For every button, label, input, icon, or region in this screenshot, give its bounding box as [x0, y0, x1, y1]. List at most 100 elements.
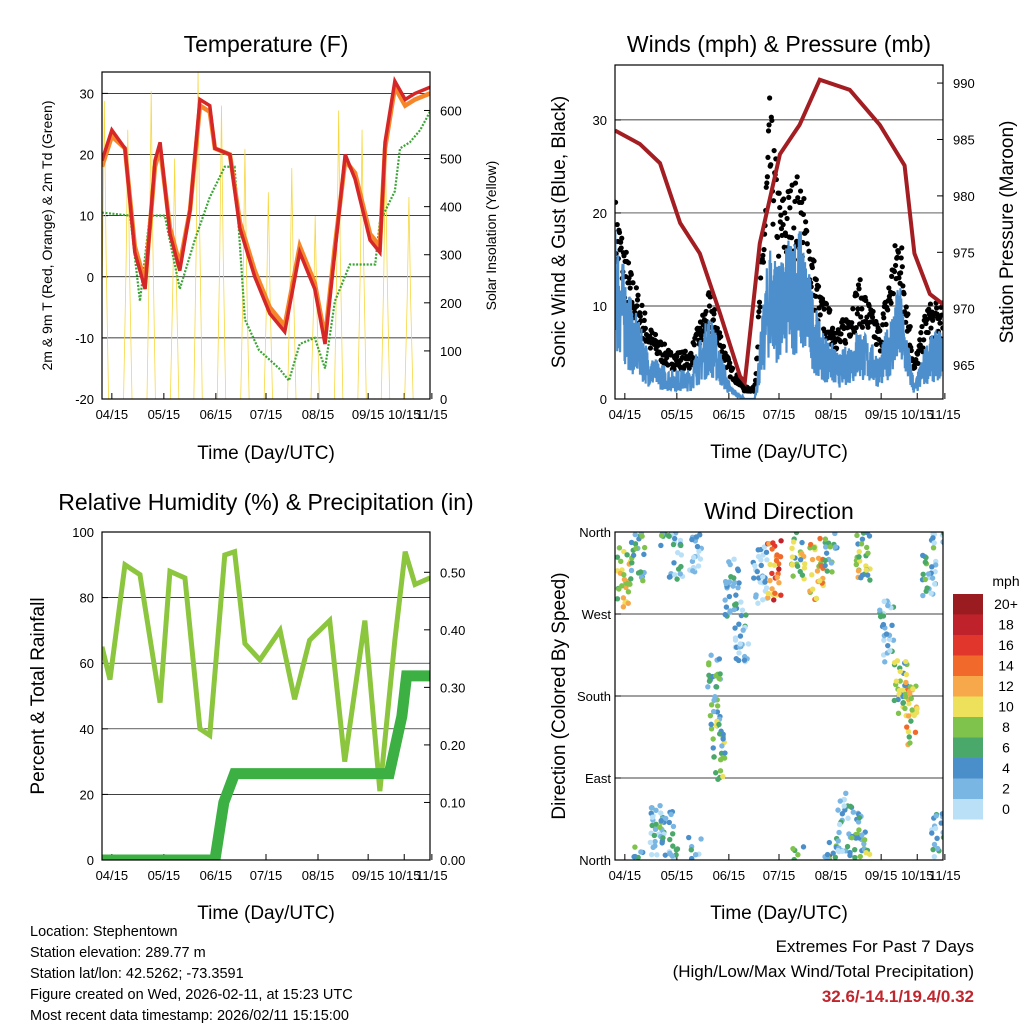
direction-point [789, 554, 796, 560]
direction-point [859, 572, 866, 578]
direction-point [695, 563, 702, 569]
gust-point [923, 320, 929, 327]
gust-point [815, 283, 822, 290]
gust-point [921, 337, 927, 343]
direction-point [826, 839, 833, 846]
gust-point [817, 312, 823, 318]
td-line [102, 111, 430, 383]
gust-point [918, 330, 924, 336]
direction-point [635, 854, 641, 860]
gust-point [633, 285, 639, 291]
direction-point [621, 576, 628, 583]
direction-point [688, 855, 695, 860]
direction-point [883, 631, 890, 637]
direction-point [628, 576, 634, 582]
direction-point [662, 852, 668, 858]
plot-area [615, 77, 943, 399]
direction-point [632, 532, 638, 538]
gust-point [925, 329, 931, 336]
direction-point [816, 578, 823, 584]
y-tick-label: 30 [593, 113, 607, 128]
x-tick-label: 09/15 [352, 407, 385, 422]
legend-swatch [953, 799, 983, 820]
direction-point [760, 574, 766, 580]
direction-point [940, 829, 943, 836]
direction-point [717, 671, 723, 677]
x-tick-label: 04/15 [609, 868, 642, 883]
direction-point [727, 608, 733, 614]
gust-point [886, 285, 892, 291]
gust-point [854, 311, 860, 317]
gust-point [634, 303, 640, 309]
direction-point [851, 846, 858, 853]
gust-point [782, 210, 788, 216]
direction-point [852, 854, 858, 860]
x-axis-label: Time (Day/UTC) [710, 903, 848, 924]
direction-point [690, 568, 696, 574]
direction-point [797, 556, 804, 563]
direction-point [880, 621, 887, 628]
direction-point [736, 650, 742, 656]
gust-point [618, 239, 624, 245]
direction-point [859, 536, 866, 542]
gust-point [892, 243, 898, 249]
direction-point [881, 598, 887, 605]
gust-point [616, 229, 623, 236]
y-right-tick-label: 200 [440, 296, 462, 311]
direction-point [722, 750, 728, 756]
direction-point [931, 540, 937, 546]
direction-point [841, 803, 847, 809]
gust-point [809, 264, 815, 271]
chart-title: Relative Humidity (%) & Precipitation (i… [58, 489, 473, 515]
y-right-tick-label: 990 [953, 76, 975, 91]
direction-point [932, 581, 938, 587]
gust-point [706, 290, 712, 296]
direction-point [844, 843, 851, 850]
direction-point [678, 542, 684, 549]
gust-point [682, 348, 688, 354]
direction-point [767, 561, 773, 568]
direction-point [845, 815, 851, 821]
direction-point [657, 802, 663, 809]
direction-point [733, 592, 739, 598]
direction-point [914, 706, 920, 712]
direction-point [794, 563, 801, 569]
gust-point [625, 260, 632, 266]
gust-point [928, 325, 934, 331]
direction-point [660, 835, 666, 841]
direction-point [630, 552, 637, 558]
gust-point [885, 307, 891, 313]
gust-point [727, 360, 733, 366]
direction-point [677, 571, 683, 577]
direction-point [722, 611, 728, 618]
y-right-tick-label: 0 [440, 392, 447, 407]
gust-point [795, 195, 801, 201]
plot-frame [101, 531, 431, 861]
direction-point [929, 830, 935, 836]
direction-point [717, 768, 724, 774]
direction-point [615, 596, 621, 602]
direction-point [922, 576, 929, 583]
direction-point [924, 585, 930, 591]
direction-point [814, 568, 821, 574]
gust-point [770, 198, 777, 204]
y-tick-label: 20 [80, 787, 94, 802]
gust-point [639, 302, 645, 308]
x-tick-label: 05/15 [661, 407, 694, 422]
direction-point [732, 625, 738, 631]
direction-point [770, 540, 776, 546]
direction-point [823, 550, 830, 556]
direction-point [710, 708, 717, 715]
legend-label: 16 [998, 637, 1014, 653]
y-tick-label: 10 [80, 209, 94, 224]
gust-point [642, 310, 648, 316]
direction-point [824, 568, 830, 574]
direction-point [731, 606, 737, 613]
direction-point [716, 656, 723, 662]
x-axis-label: Time (Day/UTC) [197, 903, 335, 924]
plot-area [102, 72, 430, 399]
gust-point [729, 365, 736, 371]
gust-point [634, 297, 641, 303]
direction-point [829, 569, 835, 575]
direction-point [727, 561, 733, 568]
